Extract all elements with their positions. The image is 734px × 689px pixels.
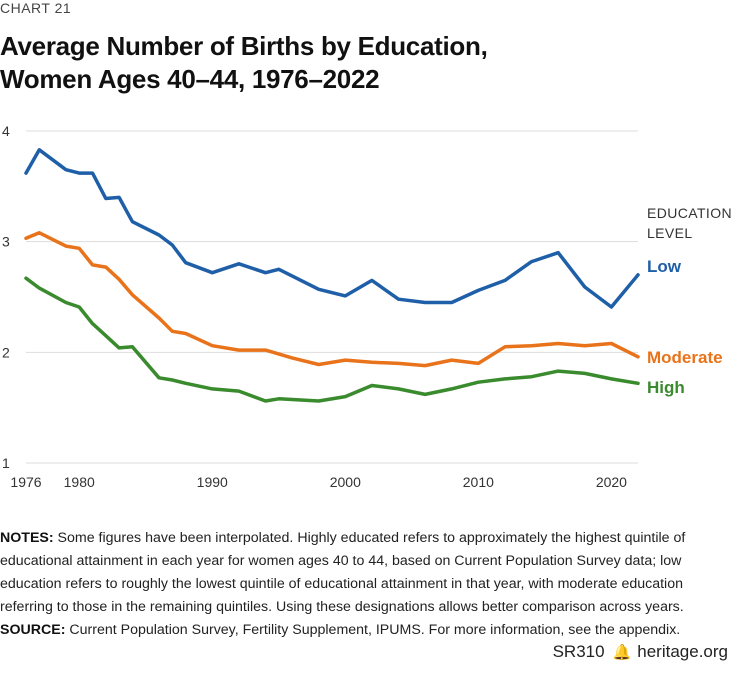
series-lines: [24, 148, 640, 403]
y-tick-label: 3: [2, 234, 10, 250]
y-tick-label: 2: [2, 344, 10, 360]
x-tick-label: 1980: [64, 474, 95, 490]
source-label: SOURCE:: [0, 622, 66, 638]
y-tick-label: 4: [2, 123, 10, 139]
x-axis-ticks: 1976 1980 1990 2000 2010 2020: [10, 474, 627, 490]
legend-label-moderate: Moderate: [647, 348, 723, 367]
chart-number: CHART 21: [0, 0, 72, 16]
legend: EDUCATION LEVEL Low Moderate High: [647, 205, 732, 397]
x-tick-label: 1976: [10, 474, 41, 490]
line-chart: 1 2 3 4 1976 1980 1990 2000 2010 2020 EDUCATION L…: [2, 123, 732, 490]
chart-title-line-1: Average Number of Births by Education,: [0, 31, 488, 61]
bell-icon: 🔔: [612, 644, 632, 661]
y-axis-ticks: 1 2 3 4: [2, 123, 10, 471]
x-tick-label: 2010: [463, 474, 494, 490]
series-line-low: [24, 148, 640, 309]
legend-title: LEVEL: [647, 225, 693, 241]
chart-notes: NOTES: Some figures have been interpolat…: [0, 527, 728, 642]
chart-gridlines: [26, 130, 638, 464]
legend-title: EDUCATION: [647, 205, 732, 221]
notes-text: Some figures have been interpolated. Hig…: [0, 530, 686, 615]
series-line-high: [24, 276, 640, 403]
series-line-moderate: [24, 231, 640, 368]
x-tick-label: 2000: [330, 474, 361, 490]
site-link[interactable]: heritage.org: [637, 642, 728, 661]
y-tick-label: 1: [2, 455, 10, 471]
footer: SR310 🔔 heritage.org: [553, 642, 728, 662]
legend-label-low: Low: [647, 257, 682, 276]
chart-title: Average Number of Births by Education, W…: [0, 30, 600, 96]
report-id: SR310: [552, 642, 605, 661]
source-text: Current Population Survey, Fertility Sup…: [65, 622, 681, 638]
chart-title-line-2: Women Ages 40–44, 1976–2022: [0, 64, 380, 94]
x-tick-label: 1990: [197, 474, 228, 490]
notes-label: NOTES:: [0, 530, 54, 546]
x-tick-label: 2020: [596, 474, 627, 490]
legend-label-high: High: [647, 378, 685, 397]
